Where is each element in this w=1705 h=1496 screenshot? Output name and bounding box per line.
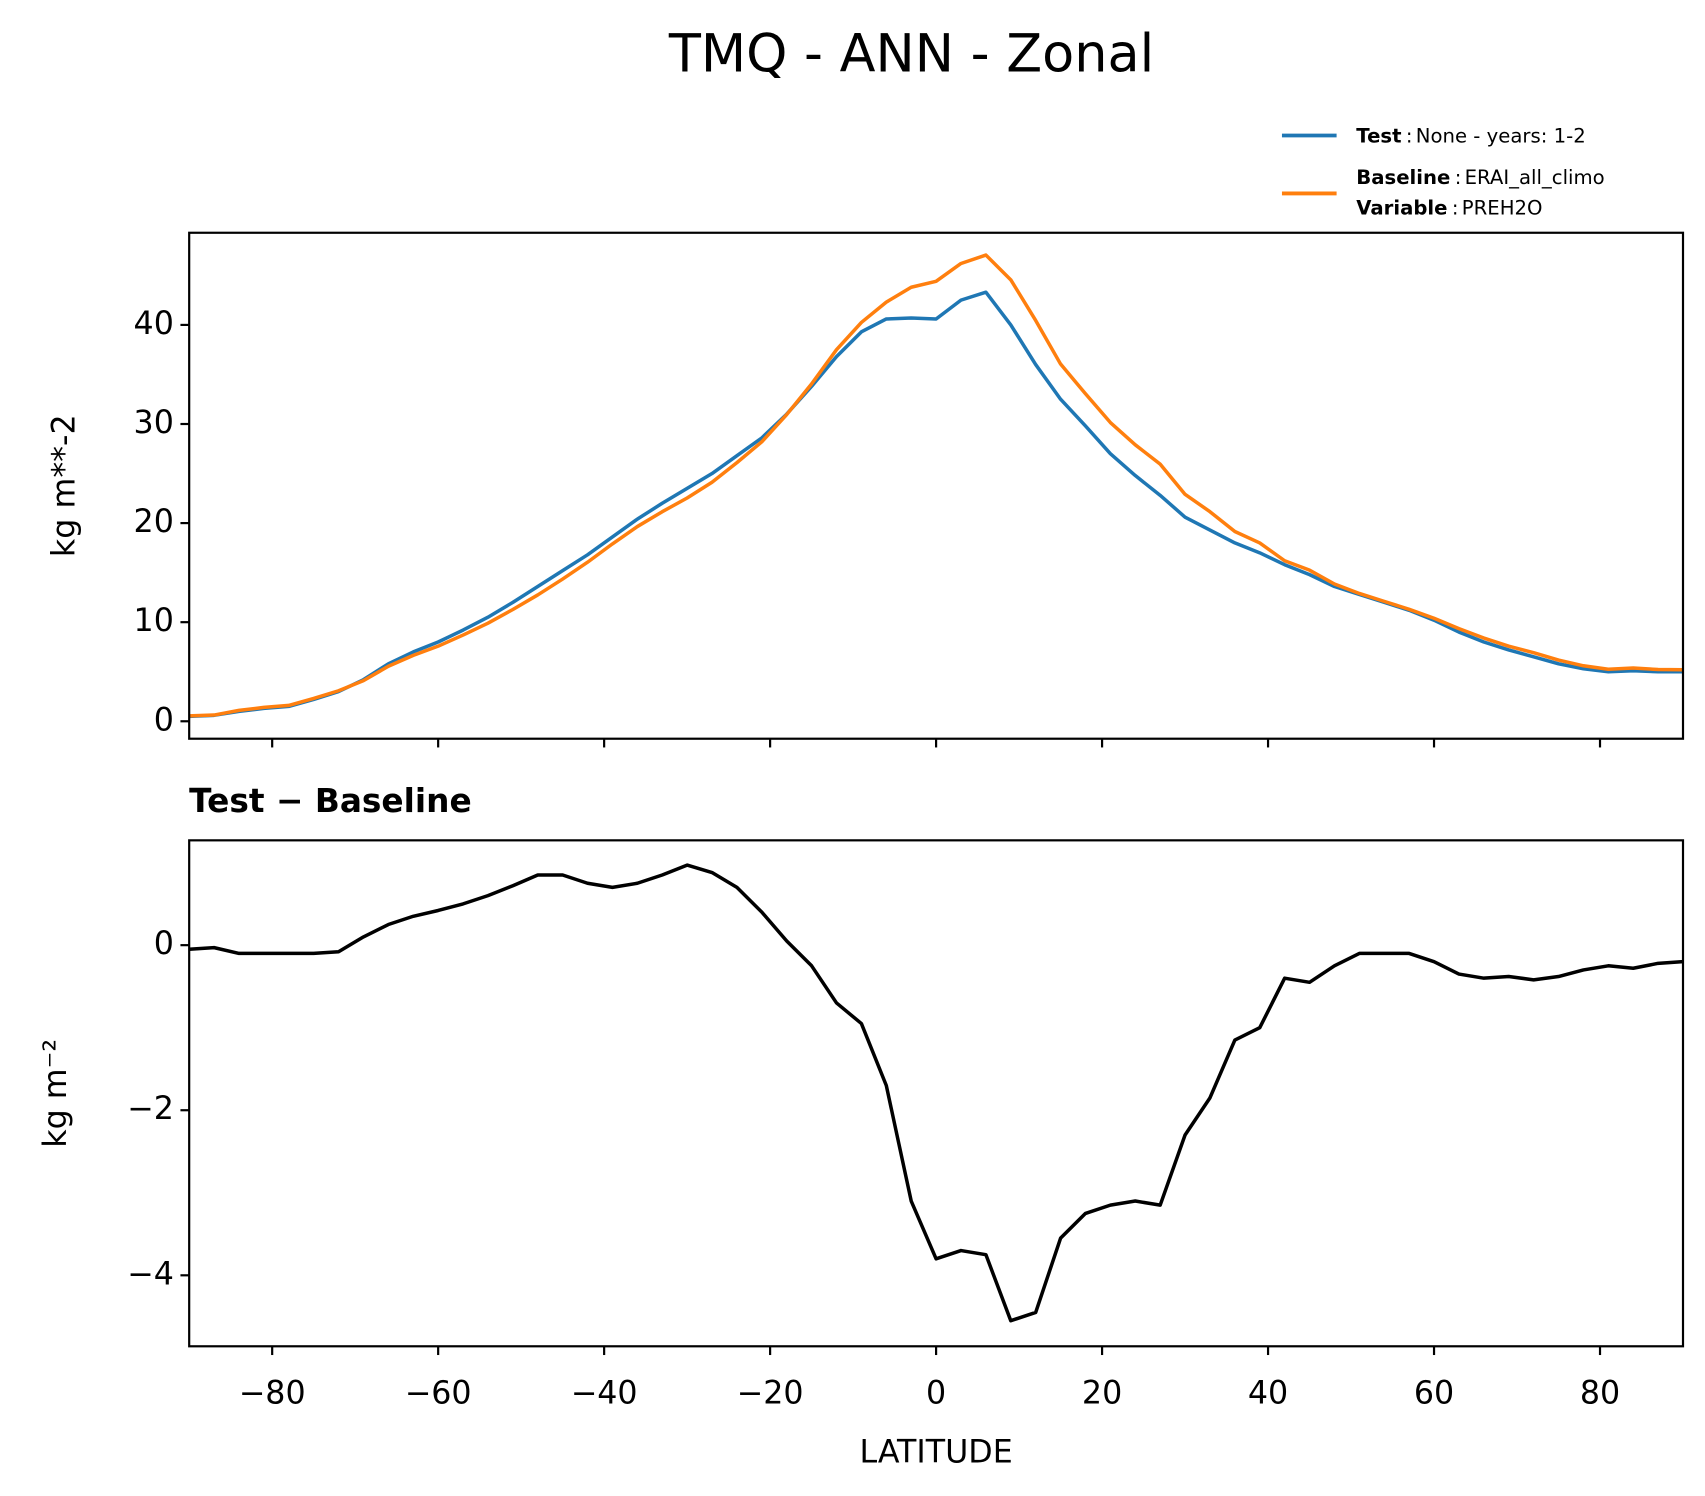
x-tick-label: −20 — [737, 1375, 804, 1411]
x-tick-label: −40 — [571, 1375, 638, 1411]
x-tick-label: −60 — [405, 1375, 472, 1411]
y-tick-label: 30 — [134, 405, 174, 441]
y-tick-label: −2 — [127, 1091, 174, 1127]
y-axis-label: kg m**-2 — [47, 414, 83, 557]
x-tick-label: 40 — [1248, 1375, 1288, 1411]
legend-name: Baseline — [1356, 166, 1450, 189]
x-axis-label: LATITUDE — [859, 1434, 1012, 1470]
figure-title: TMQ - ANN - Zonal — [668, 23, 1154, 84]
legend-text: Test: None - years: 1-2 — [1356, 124, 1585, 147]
plot-area — [189, 863, 1684, 1323]
plot-area — [189, 253, 1684, 719]
series-line — [189, 290, 1684, 719]
y-axis-label: kg m⁻² — [38, 1039, 74, 1148]
y-tick-label: 20 — [134, 504, 174, 540]
legend-label: None - years: 1-2 — [1416, 124, 1586, 147]
y-tick-label: 40 — [134, 306, 174, 342]
series-line — [189, 863, 1684, 1323]
legend-label: ERAI_all_climo — [1465, 166, 1605, 189]
series-line — [189, 253, 1684, 718]
legend-separator: : — [1455, 166, 1462, 189]
y-tick-label: 0 — [154, 702, 174, 738]
x-tick-label: −80 — [239, 1375, 306, 1411]
legend-text: Baseline: ERAI_all_climo — [1356, 166, 1604, 189]
legend-separator: : — [1452, 196, 1459, 219]
legend-separator: : — [1406, 124, 1413, 147]
subplot-title: Test − Baseline — [189, 782, 471, 820]
legend-name: Test — [1356, 124, 1401, 147]
y-tick-label: −4 — [127, 1256, 174, 1292]
x-tick-label: 0 — [926, 1375, 946, 1411]
x-tick-label: 20 — [1082, 1375, 1122, 1411]
x-tick-label: 80 — [1580, 1375, 1620, 1411]
x-tick-label: 60 — [1414, 1375, 1454, 1411]
legend-text: Variable: PREH2O — [1356, 196, 1542, 219]
y-tick-label: 0 — [154, 926, 174, 962]
y-tick-label: 10 — [134, 603, 174, 639]
legend-name: Variable — [1356, 196, 1447, 219]
legend-label: PREH2O — [1462, 196, 1543, 219]
